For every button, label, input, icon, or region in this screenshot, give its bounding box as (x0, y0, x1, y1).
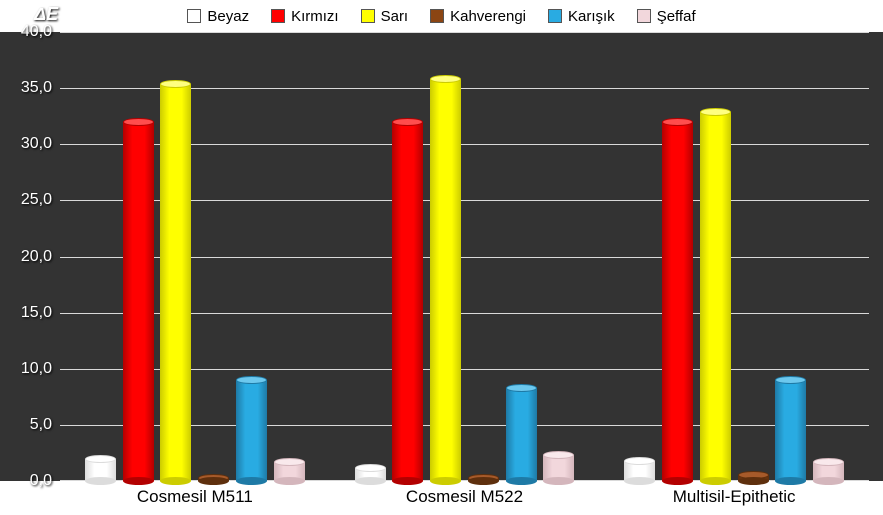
bar-m511-kahverengi (198, 478, 229, 481)
legend-swatch-kirmizi (271, 9, 285, 23)
bar-bottom-ellipse (700, 477, 731, 485)
legend-item-seffaf: Şeffaf (637, 8, 696, 25)
legend-item-beyaz: Beyaz (187, 8, 249, 25)
legend-swatch-karisik (548, 9, 562, 23)
ytick-label: 20,0 (21, 248, 60, 266)
legend-label: Sarı (381, 8, 409, 25)
bar-m511-sari (160, 84, 191, 481)
ytick-label: 10,0 (21, 360, 60, 378)
legend-item-karisik: Karışık (548, 8, 615, 25)
bar-bottom-ellipse (198, 477, 229, 485)
legend-item-sari: Sarı (361, 8, 409, 25)
bar-face (236, 380, 267, 481)
bar-face (123, 122, 154, 481)
bar-face (160, 84, 191, 481)
bar-face (700, 112, 731, 481)
bar-top-ellipse (274, 458, 305, 466)
legend-item-kahverengi: Kahverengi (430, 8, 526, 25)
bar-top-ellipse (160, 80, 191, 88)
bar-bottom-ellipse (355, 477, 386, 485)
bar-top-ellipse (392, 118, 423, 126)
bar-m511-kirmizi (123, 122, 154, 481)
bar-top-ellipse (662, 118, 693, 126)
bar-multi-seffaf (813, 462, 844, 481)
chart-container: BeyazKırmızıSarıKahverengiKarışıkŞeffaf … (0, 0, 883, 515)
bar-face (430, 79, 461, 481)
legend-label: Şeffaf (657, 8, 696, 25)
legend-item-kirmizi: Kırmızı (271, 8, 339, 25)
gridline (60, 32, 869, 33)
bar-top-ellipse (506, 384, 537, 392)
bar-m511-seffaf (274, 462, 305, 481)
ytick-label: 35,0 (21, 79, 60, 97)
bar-m511-karisik (236, 380, 267, 481)
bar-top-ellipse (775, 376, 806, 384)
bar-bottom-ellipse (738, 477, 769, 485)
bar-top-ellipse (700, 108, 731, 116)
bar-face (662, 122, 693, 481)
legend-label: Kırmızı (291, 8, 339, 25)
bar-face (506, 388, 537, 481)
ytick-label: 5,0 (30, 416, 60, 434)
bar-bottom-ellipse (430, 477, 461, 485)
bar-bottom-ellipse (123, 477, 154, 485)
bar-top-ellipse (355, 464, 386, 472)
bar-top-ellipse (236, 376, 267, 384)
bar-bottom-ellipse (813, 477, 844, 485)
xtick-label: Cosmesil M511 (137, 481, 253, 507)
bar-bottom-ellipse (85, 477, 116, 485)
bar-bottom-ellipse (468, 477, 499, 485)
ytick-label: 15,0 (21, 304, 60, 322)
bar-multi-kahverengi (738, 475, 769, 481)
bar-m522-seffaf (543, 455, 574, 481)
xtick-label: Cosmesil M522 (406, 481, 523, 507)
bar-m522-karisik (506, 388, 537, 481)
legend-label: Beyaz (207, 8, 249, 25)
bar-top-ellipse (813, 458, 844, 466)
bar-top-ellipse (624, 457, 655, 465)
y-axis-label: ΔE (34, 4, 58, 25)
bar-multi-karisik (775, 380, 806, 481)
legend-swatch-kahverengi (430, 9, 444, 23)
bar-m522-sari (430, 79, 461, 481)
legend-swatch-sari (361, 9, 375, 23)
bar-bottom-ellipse (274, 477, 305, 485)
legend-swatch-beyaz (187, 9, 201, 23)
bar-m522-beyaz (355, 468, 386, 481)
bar-m511-beyaz (85, 459, 116, 481)
bar-top-ellipse (123, 118, 154, 126)
bar-bottom-ellipse (506, 477, 537, 485)
bar-multi-kirmizi (662, 122, 693, 481)
bar-multi-beyaz (624, 461, 655, 481)
bar-multi-sari (700, 112, 731, 481)
ytick-label: 0,0 (30, 472, 60, 490)
ytick-label: 30,0 (21, 135, 60, 153)
legend-swatch-seffaf (637, 9, 651, 23)
bar-face (775, 380, 806, 481)
legend: Beyaz Kırmızı Sarı Kahverengi Karışık Şeffaf (0, 0, 883, 32)
ytick-label: 25,0 (21, 191, 60, 209)
bar-m522-kirmizi (392, 122, 423, 481)
xtick-label: Multisil-Epithetic (673, 481, 796, 507)
plot-area: 0,05,010,015,020,025,030,035,040,0Cosmes… (60, 32, 869, 481)
bar-m522-kahverengi (468, 478, 499, 481)
bar-face (392, 122, 423, 481)
bar-bottom-ellipse (236, 477, 267, 485)
legend-label: Karışık (568, 8, 615, 25)
bar-bottom-ellipse (662, 477, 693, 485)
ytick-label: 40,0 (21, 23, 60, 41)
bar-top-ellipse (85, 455, 116, 463)
legend-label: Kahverengi (450, 8, 526, 25)
